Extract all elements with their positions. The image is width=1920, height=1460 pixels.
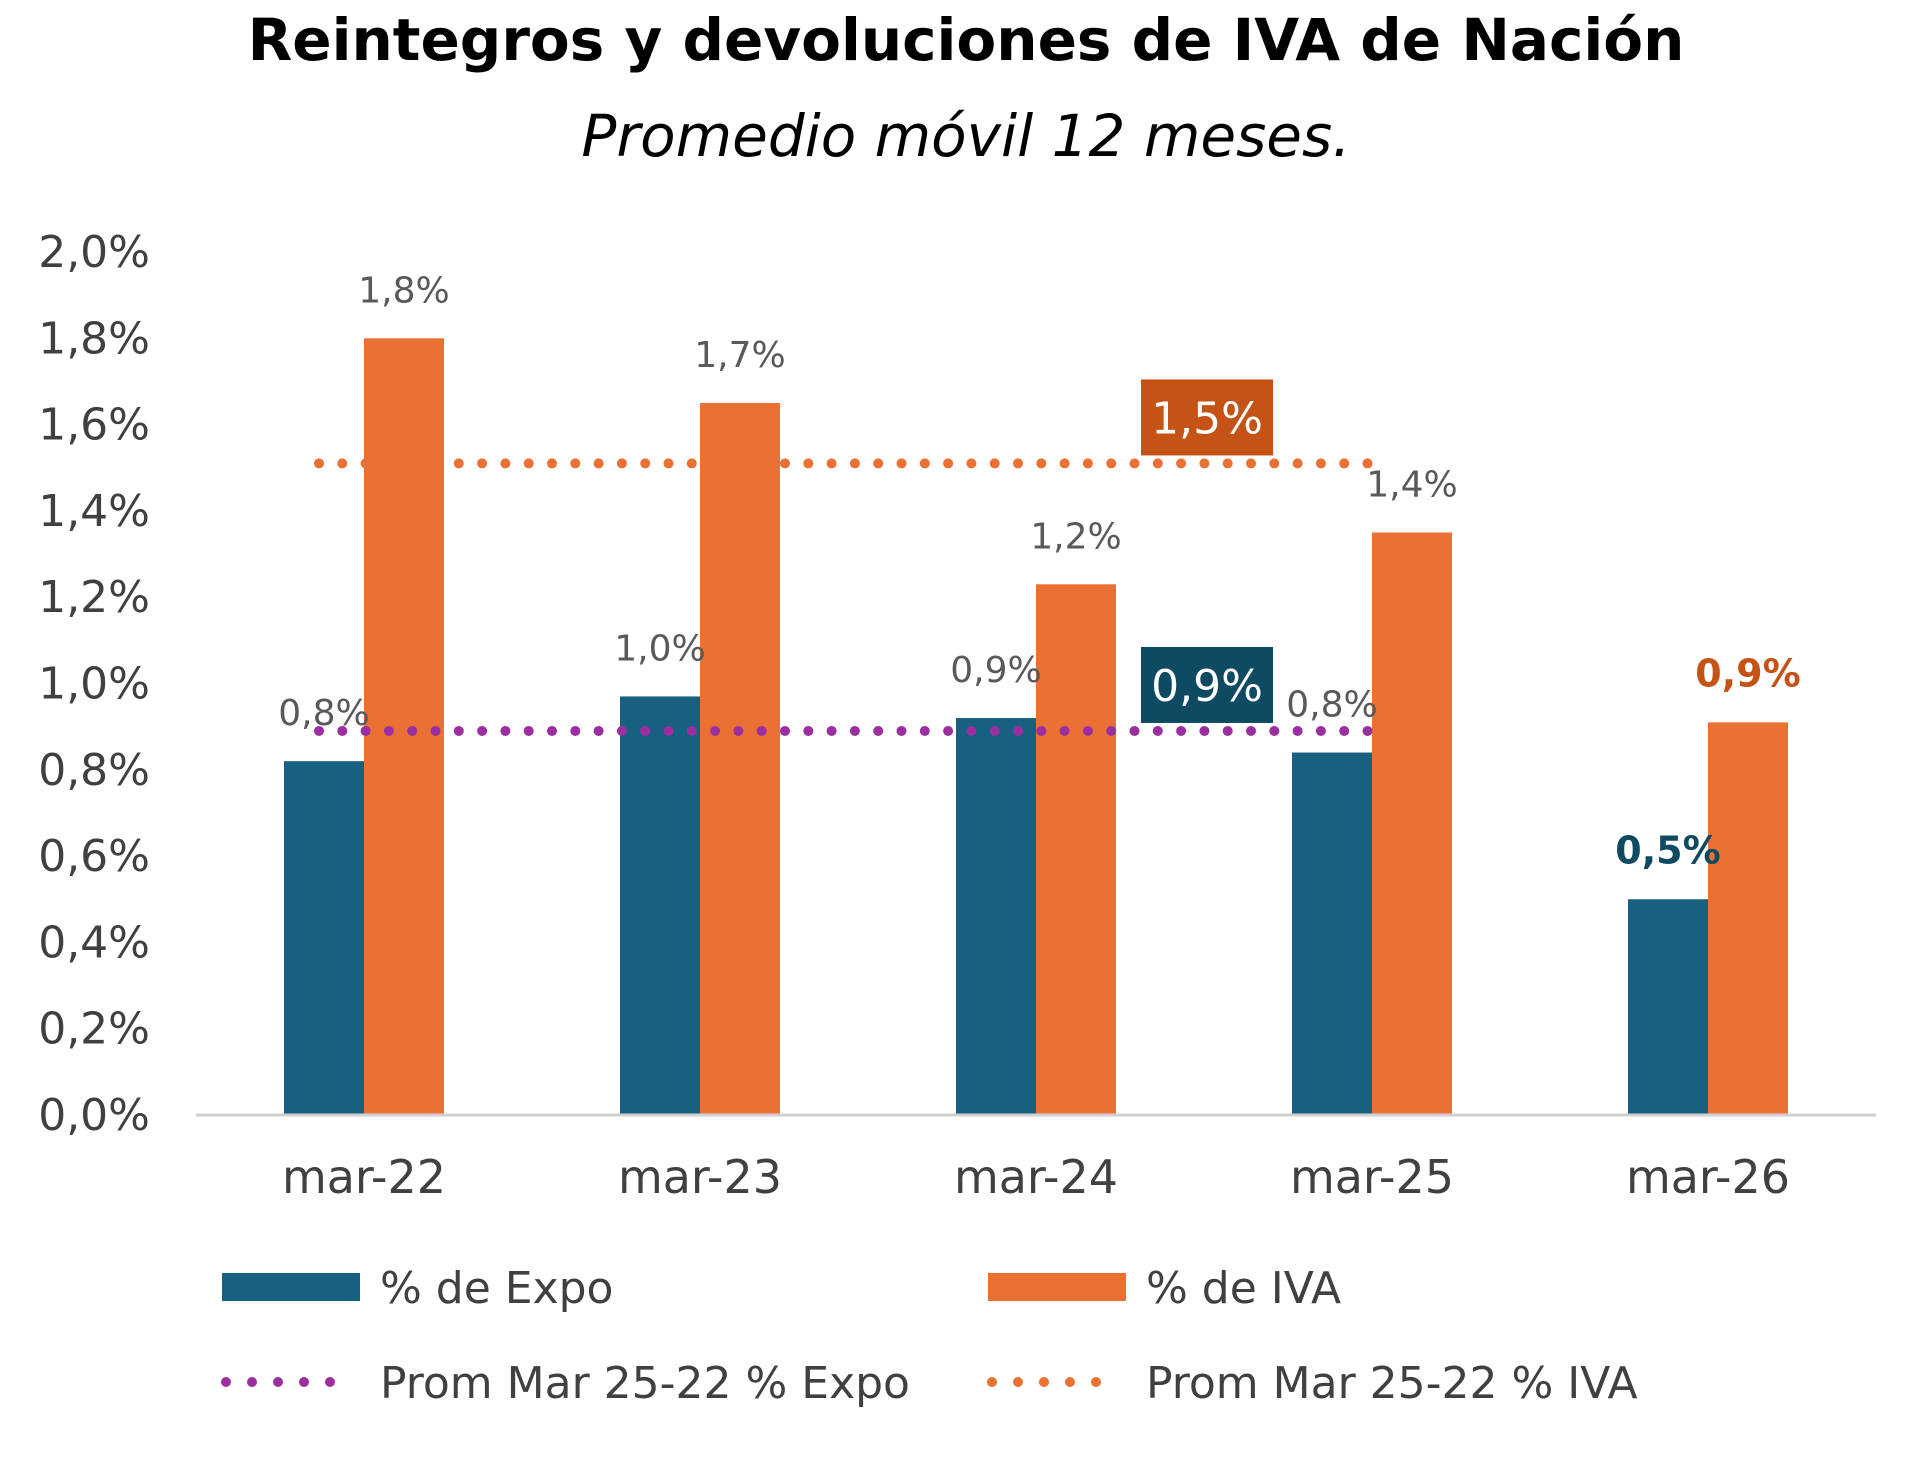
legend-expo-label: % de Expo — [380, 1263, 613, 1314]
data-label-expo: 1,0% — [614, 628, 705, 669]
bar-iva — [1708, 722, 1788, 1115]
ref-callout-iva-label: 1,5% — [1151, 393, 1263, 444]
x-axis: mar-22 mar-23 mar-24 mar-25 mar-26 — [196, 1113, 1876, 1204]
y-tick-label: 1,0% — [38, 659, 150, 710]
data-label-iva: 1,7% — [694, 335, 785, 376]
x-tick-label: mar-22 — [282, 1150, 446, 1204]
chart-title: Reintegros y devoluciones de IVA de Naci… — [248, 6, 1685, 74]
y-tick-label: 1,4% — [38, 486, 150, 537]
bar-iva — [700, 403, 780, 1115]
data-label-iva: 1,8% — [358, 270, 449, 311]
bar-expo — [620, 696, 700, 1115]
legend-prom-iva-label: Prom Mar 25-22 % IVA — [1146, 1358, 1638, 1409]
data-labels: 0,8% 1,8% 1,0% 1,7% 0,9% 1,2% 0,8% 1,4% 0,5% 0,9% — [278, 270, 1800, 872]
chart-subtitle: Promedio móvil 12 meses. — [581, 102, 1350, 170]
bar-iva — [1372, 532, 1452, 1115]
y-tick-label: 2,0% — [38, 227, 150, 278]
data-label-iva: 1,2% — [1030, 516, 1121, 557]
y-tick-label: 1,8% — [38, 313, 150, 364]
legend-iva-label: % de IVA — [1146, 1263, 1341, 1314]
y-tick-label: 0,0% — [38, 1090, 150, 1141]
data-label-expo: 0,9% — [950, 650, 1041, 691]
data-label-iva: 1,4% — [1366, 464, 1457, 505]
legend: % de Expo % de IVA Prom Mar 25-22 % Expo Pr… — [221, 1263, 1638, 1409]
y-tick-label: 0,4% — [38, 917, 150, 968]
legend-prom-expo-label: Prom Mar 25-22 % Expo — [380, 1358, 910, 1409]
data-label-expo: 0,8% — [1286, 685, 1377, 726]
y-axis: 0,0% 0,2% 0,4% 0,6% 0,8% 1,0% 1,2% 1,4% 1,6% 1,8%… — [38, 227, 150, 1141]
data-label-expo: 0,8% — [278, 693, 369, 734]
ref-callout-iva — [1141, 379, 1273, 456]
bar-iva — [1036, 584, 1116, 1115]
y-tick-label: 0,6% — [38, 831, 150, 882]
bars — [284, 338, 1788, 1115]
y-tick-label: 0,8% — [38, 745, 150, 796]
ref-callout-expo-label: 0,9% — [1151, 661, 1263, 712]
x-tick-label: mar-24 — [954, 1150, 1118, 1204]
legend-expo-swatch — [222, 1273, 360, 1301]
x-tick-label: mar-25 — [1290, 1150, 1454, 1204]
y-tick-label: 0,2% — [38, 1004, 150, 1055]
y-tick-label: 1,2% — [38, 572, 150, 623]
bar-expo — [1292, 752, 1372, 1115]
legend-iva-swatch — [988, 1273, 1126, 1301]
x-tick-label: mar-23 — [618, 1150, 782, 1204]
reference-lines: 0,9% 1,5% — [314, 379, 1377, 736]
bar-expo — [284, 761, 364, 1115]
y-tick-label: 1,6% — [38, 400, 150, 451]
data-label-iva: 0,9% — [1695, 651, 1800, 695]
bar-expo — [1628, 899, 1708, 1115]
x-tick-label: mar-26 — [1626, 1150, 1790, 1204]
bar-iva — [364, 338, 444, 1115]
bar-expo — [956, 718, 1036, 1115]
ref-callout-expo — [1141, 646, 1273, 723]
data-label-expo: 0,5% — [1615, 828, 1720, 872]
